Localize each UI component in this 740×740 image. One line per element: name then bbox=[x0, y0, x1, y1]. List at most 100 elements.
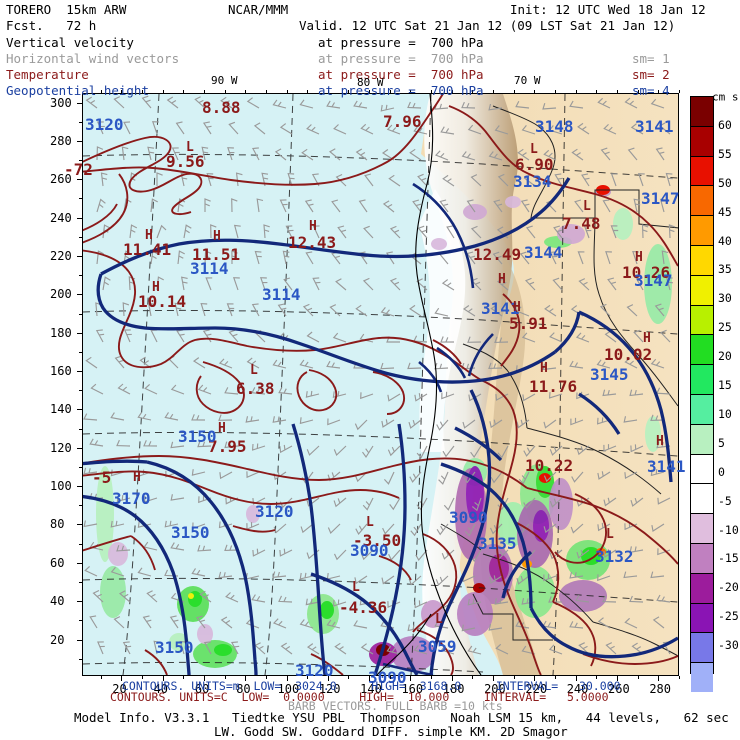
colorbar-segment bbox=[691, 483, 713, 514]
geopotential-contour-label: 3150 bbox=[155, 638, 194, 657]
wind-barb bbox=[575, 332, 590, 343]
wind-barb bbox=[516, 419, 530, 429]
wind-barb bbox=[488, 151, 503, 161]
wind-barb bbox=[253, 122, 266, 135]
wind-barb bbox=[122, 302, 130, 317]
wind-barb bbox=[197, 384, 212, 395]
y-axis-tick-label: 180 bbox=[50, 325, 72, 340]
x-axis-minor-tick bbox=[658, 676, 660, 679]
contour-info-temperature: CONTOURS. UNITS=C LOW= 0.0000 HIGH= 10.0… bbox=[110, 690, 609, 704]
wind-barb bbox=[488, 103, 503, 111]
wind-barb bbox=[605, 642, 617, 655]
colorbar-segment bbox=[691, 125, 713, 156]
colorbar-segment bbox=[691, 602, 713, 633]
wind-barb bbox=[389, 225, 401, 239]
colorbar-tick: -25 bbox=[718, 609, 739, 624]
wind-barb bbox=[389, 277, 401, 291]
x-axis-minor-tick bbox=[369, 676, 371, 679]
field-wind-vectors: Horizontal wind vectors bbox=[6, 51, 180, 66]
wind-barb bbox=[233, 224, 241, 239]
sm-geopotential: sm= 4 bbox=[632, 83, 670, 98]
colorbar-tick: -20 bbox=[718, 580, 739, 595]
wind-barb bbox=[85, 356, 98, 369]
wind-barb bbox=[467, 598, 482, 606]
y-axis-minor-tick bbox=[79, 543, 82, 545]
wind-barb bbox=[641, 224, 649, 239]
wind-barb bbox=[543, 523, 557, 534]
wind-barb bbox=[461, 624, 476, 632]
wind-barb bbox=[122, 641, 132, 655]
wind-barb bbox=[183, 224, 192, 239]
geopotential-contour-label: 3147 bbox=[634, 271, 673, 290]
colorbar-tick: 35 bbox=[718, 262, 732, 277]
colorbar-tick: 20 bbox=[718, 349, 732, 364]
wind-barb bbox=[326, 360, 341, 369]
y-axis-tick-label: 40 bbox=[50, 594, 65, 609]
wind-barb bbox=[156, 224, 167, 239]
wind-barb bbox=[191, 414, 206, 421]
field-temperature: Temperature bbox=[6, 67, 89, 82]
wind-barb bbox=[156, 172, 163, 186]
wind-barb bbox=[225, 592, 239, 603]
wind-barb bbox=[191, 568, 206, 577]
wind-barb bbox=[382, 523, 395, 535]
wind-barb bbox=[333, 445, 347, 456]
colorbar-tick: 45 bbox=[718, 204, 732, 219]
top-axis-minor-tick bbox=[617, 90, 619, 93]
wind-barb bbox=[246, 97, 260, 109]
wind-barb bbox=[577, 251, 585, 265]
wind-barb bbox=[603, 549, 617, 558]
wind-barb bbox=[311, 173, 320, 187]
wind-barb bbox=[597, 97, 611, 109]
wind-barb bbox=[600, 147, 611, 161]
wind-barb bbox=[605, 251, 612, 265]
wind-barb bbox=[201, 146, 209, 161]
wind-barb bbox=[254, 250, 262, 265]
wind-barb bbox=[414, 600, 428, 609]
colorbar[interactable] bbox=[690, 96, 714, 692]
x-axis-minor-tick bbox=[555, 676, 557, 679]
wind-barb bbox=[471, 497, 482, 512]
wind-barb bbox=[521, 125, 536, 135]
wind-barb bbox=[387, 393, 401, 402]
wind-barb bbox=[553, 225, 563, 239]
geopotential-contour-label: 3132 bbox=[595, 547, 634, 566]
wind-barb bbox=[610, 173, 618, 187]
wind-barb bbox=[354, 575, 368, 585]
wind-barb bbox=[631, 642, 644, 655]
top-axis-minor-tick bbox=[183, 90, 185, 93]
wind-barb bbox=[226, 303, 235, 317]
graticule bbox=[83, 94, 678, 675]
pressure-center-label: L bbox=[186, 140, 194, 155]
wind-barb bbox=[118, 590, 131, 603]
wind-barb bbox=[327, 523, 341, 534]
wind-barb bbox=[139, 356, 152, 369]
wind-barb bbox=[204, 250, 212, 265]
contour-info-geopotential: CONTOURS. UNITS=m LOW= 3024.0 HIGH= 3168… bbox=[122, 679, 621, 693]
x-axis-minor-tick bbox=[348, 676, 350, 679]
pressure-center-label: L bbox=[530, 142, 538, 157]
wind-barb bbox=[123, 121, 131, 135]
x-axis-tick-label: 160 bbox=[401, 682, 424, 696]
wind-barb bbox=[470, 225, 482, 239]
x-axis-tick-label: 20 bbox=[112, 682, 127, 696]
wind-barb bbox=[129, 224, 138, 239]
wind-barb bbox=[331, 199, 341, 213]
wind-barb bbox=[434, 362, 449, 370]
y-axis-minor-tick bbox=[79, 466, 82, 468]
x-axis-minor-tick bbox=[245, 676, 247, 679]
geopotential-contour-label: 3150 bbox=[178, 427, 217, 446]
wind-barb bbox=[179, 640, 187, 655]
wind-barb bbox=[549, 332, 563, 343]
wind-barb bbox=[116, 545, 131, 552]
map-plot-area[interactable] bbox=[82, 93, 679, 676]
pressure-center-label: H bbox=[213, 229, 221, 244]
wind-barb bbox=[333, 549, 347, 561]
wind-barb bbox=[416, 278, 428, 291]
pressure-center-label: L bbox=[435, 612, 443, 627]
x-axis-tick-label: 280 bbox=[649, 682, 672, 696]
wind-barb bbox=[415, 549, 428, 562]
temperature-contour-label: 5.91 bbox=[509, 314, 548, 333]
wind-barb bbox=[571, 148, 584, 161]
wind-barb bbox=[549, 497, 563, 508]
